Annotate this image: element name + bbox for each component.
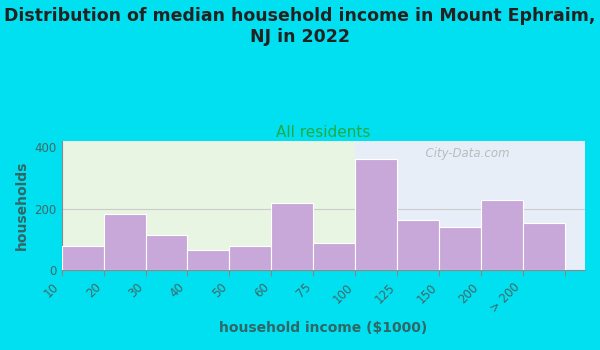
Bar (62, 246, 104, 271)
Bar (104, 214, 146, 271)
Title: All residents: All residents (276, 125, 371, 140)
Text: City-Data.com: City-Data.com (418, 147, 509, 160)
Bar (229, 246, 271, 271)
Bar (523, 223, 565, 271)
Bar (397, 220, 439, 271)
Bar (187, 251, 229, 271)
Text: Distribution of median household income in Mount Ephraim,
NJ in 2022: Distribution of median household income … (4, 7, 596, 46)
Bar (271, 203, 313, 271)
Bar (481, 200, 523, 271)
Y-axis label: households: households (15, 161, 29, 250)
X-axis label: household income ($1000): household income ($1000) (219, 321, 427, 335)
Bar (313, 243, 355, 271)
Bar (62, 141, 376, 271)
Bar (355, 141, 586, 271)
Bar (439, 227, 481, 271)
Bar (146, 235, 187, 271)
Bar (355, 160, 397, 271)
